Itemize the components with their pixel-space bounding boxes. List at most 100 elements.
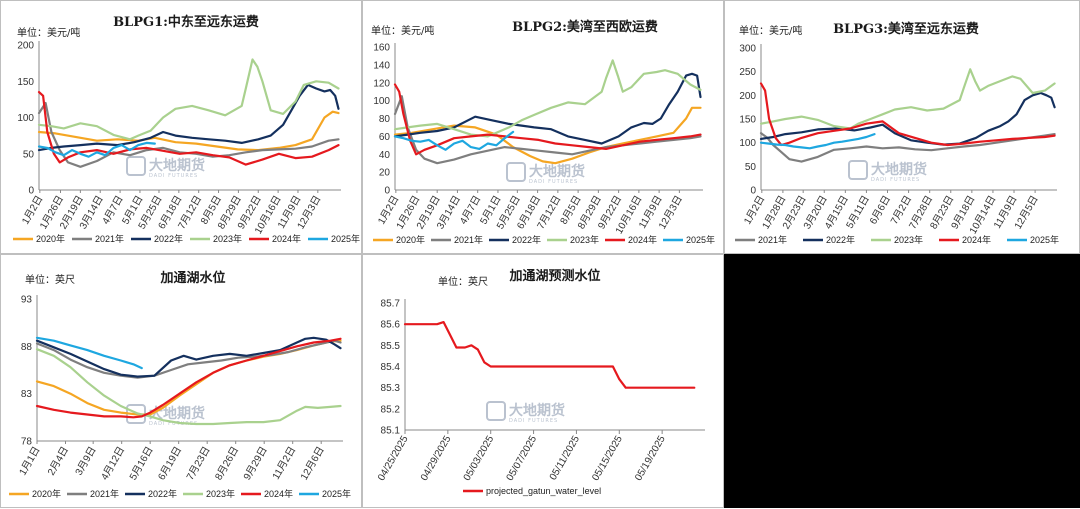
y-tick-label: 50 xyxy=(23,149,35,160)
legend-label: 2023年 xyxy=(570,234,599,245)
gatun-title: 加通湖水位 xyxy=(159,270,225,286)
blpg2-panel: BLPG2:美湾至西欧运费 单位：美元/吨 大地期货 DADI FUTURES 0 20 4… xyxy=(362,0,724,254)
legend-label: 2022年 xyxy=(148,488,177,499)
blpg3-unit-label: 单位：美元/吨 xyxy=(739,24,802,37)
legend-item: 2021年 xyxy=(735,234,787,245)
series-line-2023年 xyxy=(759,68,1056,130)
legend-label: 2024年 xyxy=(628,234,657,245)
y-tick-label: 0 xyxy=(384,186,390,197)
legend-label: 2021年 xyxy=(758,234,787,245)
legend-label: 2023年 xyxy=(213,233,242,244)
blpg1-title: BLPG1:中东至远东运费 xyxy=(113,14,259,30)
y-tick-label: 100 xyxy=(739,138,756,149)
gatun-forecast-panel: 加通湖预测水位 单位：英尺 大地期货 DADI FUTURES 85.1 85.2 85.3… xyxy=(362,254,724,508)
watermark-icon xyxy=(506,162,526,182)
legend-label: 2025年 xyxy=(1030,234,1059,245)
x-tick-label: 05/07/2025 xyxy=(505,434,540,483)
series-line-2022年 xyxy=(37,83,340,152)
y-tick-label: 83 xyxy=(21,389,33,400)
y-tick-label: 140 xyxy=(373,60,390,71)
series-line-2020年 xyxy=(393,106,702,165)
y-tick-label: 78 xyxy=(21,437,33,448)
legend-label: 2025年 xyxy=(322,488,351,499)
legend-label: 2024年 xyxy=(962,234,991,245)
legend-item: 2023年 xyxy=(871,234,923,245)
legend-label: 2024年 xyxy=(264,488,293,499)
y-tick-label: 20 xyxy=(379,168,391,179)
series-line-2023年 xyxy=(35,348,342,426)
blpg3-panel: BLPG3:美湾至远东运费 单位：美元/吨大地期货 DADI FUTURES 0 50 1… xyxy=(724,0,1080,254)
y-tick-label: 40 xyxy=(379,150,391,161)
y-tick-label: 120 xyxy=(373,78,390,89)
legend-item: 2025年 xyxy=(299,488,351,499)
empty-black-area xyxy=(724,254,1080,508)
legend-label: 2022年 xyxy=(512,234,541,245)
y-tick-label: 80 xyxy=(379,114,391,125)
legend-item: 2025年 xyxy=(663,234,715,245)
x-tick-label: 05/11/2025 xyxy=(548,434,582,483)
series-line-2021年 xyxy=(35,339,342,379)
legend-item: 2023年 xyxy=(183,488,235,499)
legend-item: 2021年 xyxy=(72,233,124,244)
y-tick-label: 160 xyxy=(373,43,390,54)
legend-label: 2020年 xyxy=(396,234,425,245)
watermark-sub: DADI FUTURES xyxy=(529,179,578,185)
x-tick-label: 05/15/2025 xyxy=(590,434,625,483)
x-tick-label: 2月4日 xyxy=(45,445,71,478)
x-tick-label: 11月2日 xyxy=(270,445,298,482)
x-tick-label: 1月1日 xyxy=(17,445,43,478)
watermark-brand: 大地期货 xyxy=(509,402,565,419)
legend-label: 2021年 xyxy=(90,488,119,499)
legend-item: 2021年 xyxy=(67,488,119,499)
legend-label: 2023年 xyxy=(894,234,923,245)
legend-item: 2023年 xyxy=(547,234,599,245)
watermark-brand: 大地期货 xyxy=(529,163,585,180)
x-tick-label: 8月26日 xyxy=(213,445,242,483)
x-tick-label: 5月16日 xyxy=(127,445,156,483)
legend-label: 2024年 xyxy=(272,233,301,244)
watermark-sub: DADI FUTURES xyxy=(149,173,198,179)
legend-label: 2021年 xyxy=(454,234,483,245)
y-tick-label: 85.5 xyxy=(381,341,401,352)
y-tick-label: 60 xyxy=(379,132,391,143)
series-line-2024年 xyxy=(759,82,1056,147)
series-line-2023年 xyxy=(393,59,702,138)
x-tick-label: 12月6日 xyxy=(298,445,327,483)
y-tick-label: 88 xyxy=(21,342,33,353)
x-tick-label: 04/25/2025 xyxy=(376,434,411,483)
y-tick-label: 250 xyxy=(739,67,756,78)
legend-label: 2020年 xyxy=(32,488,61,499)
legend-label: projected_gatun_water_level xyxy=(486,486,601,496)
gatun-forecast-title: 加通湖预测水位 xyxy=(508,268,600,284)
x-tick-label: 6月19日 xyxy=(156,445,185,483)
legend-label: 2023年 xyxy=(206,488,235,499)
legend-item: 2025年 xyxy=(308,233,360,244)
x-tick-label: 05/03/2025 xyxy=(462,434,497,483)
series-line-2021年 xyxy=(393,95,702,165)
y-tick-label: 200 xyxy=(17,41,34,52)
series-line-2025年 xyxy=(37,141,156,158)
y-tick-label: 150 xyxy=(739,115,756,126)
series-line-2024年 xyxy=(393,83,702,156)
y-tick-label: 85.7 xyxy=(381,299,401,310)
y-tick-label: 0 xyxy=(750,186,756,197)
legend-item: 2024年 xyxy=(939,234,991,245)
legend-label: 2020年 xyxy=(36,233,65,244)
legend-item: 2020年 xyxy=(13,233,65,244)
legend-item: 2024年 xyxy=(241,488,293,499)
legend-item: projected_gatun_water_level xyxy=(463,486,601,496)
y-tick-label: 50 xyxy=(745,162,757,173)
blpg3-title: BLPG3:美湾至远东运费 xyxy=(833,21,979,37)
y-tick-label: 300 xyxy=(739,44,756,55)
x-tick-label: 4月12日 xyxy=(99,445,128,483)
legend-item: 2024年 xyxy=(605,234,657,245)
x-tick-label: 04/29/2025 xyxy=(419,434,454,483)
watermark-brand: 大地期货 xyxy=(871,161,927,178)
y-tick-label: 100 xyxy=(17,113,34,124)
